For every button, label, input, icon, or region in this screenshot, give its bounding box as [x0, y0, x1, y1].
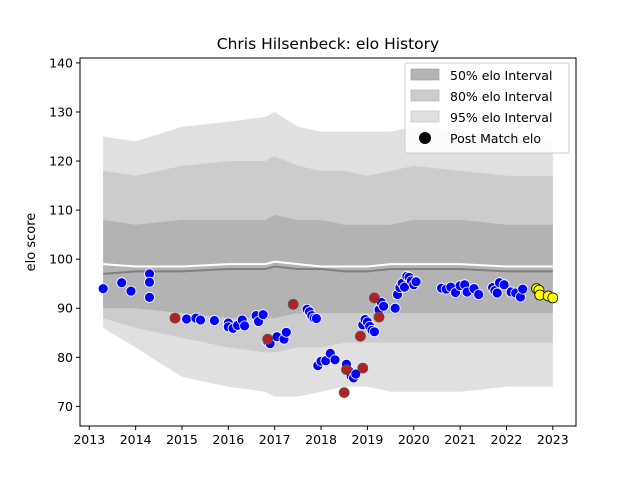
x-axis-ticks: 2013 2014 2015 2016 2017 2018 2019 2020 2021 2022…	[73, 426, 569, 447]
y-tick-label: 140	[49, 55, 73, 70]
data-point-red	[169, 312, 181, 324]
legend-box	[404, 62, 570, 154]
data-point-blue	[195, 314, 206, 326]
y-axis-label: elo score	[24, 213, 39, 272]
data-point-red	[338, 387, 350, 399]
plot-area-frame	[79, 57, 577, 427]
data-point-blue	[239, 320, 251, 332]
x-tick-label: 2015	[166, 432, 198, 447]
data-point-red	[262, 333, 274, 345]
x-tick-label: 2022	[491, 432, 523, 447]
data-point-blue	[208, 315, 220, 326]
legend-label-95: 95% elo Interval	[450, 110, 552, 125]
data-point-blue	[473, 289, 485, 300]
legend-label-80: 80% elo Interval	[450, 89, 552, 104]
y-axis-ticks: 70 80 90 100 110 120 130 140	[49, 55, 80, 414]
x-tick-label: 2019	[351, 432, 383, 447]
data-point-blue	[329, 354, 341, 366]
x-tick-label: 2014	[120, 432, 152, 447]
data-point-yellow	[547, 292, 559, 304]
data-point-blue	[97, 283, 109, 295]
y-tick-label: 100	[49, 252, 73, 267]
data-point-blue	[280, 326, 292, 338]
elo-lines	[103, 260, 553, 275]
legend-label-50: 50% elo Interval	[450, 68, 552, 83]
y-tick-label: 130	[49, 104, 73, 119]
x-tick-label: 2021	[444, 432, 476, 447]
legend-label-post-match: Post Match elo	[450, 131, 541, 146]
legend-swatch-50	[410, 68, 440, 81]
y-tick-label: 80	[57, 350, 73, 365]
y-tick-label: 110	[49, 203, 73, 218]
mean-line	[103, 260, 553, 268]
data-point-blue	[144, 276, 155, 288]
chart-title: Chris Hilsenbeck: elo History	[217, 35, 439, 53]
data-point-blue	[310, 313, 322, 324]
data-point-red	[373, 311, 385, 323]
data-point-blue	[125, 285, 137, 297]
legend-swatch-95	[410, 110, 440, 123]
data-point-blue	[257, 309, 269, 321]
data-point-red	[287, 298, 299, 310]
x-tick-label: 2017	[259, 432, 291, 447]
data-point-blue	[517, 283, 529, 295]
data-point-red	[341, 364, 352, 376]
data-point-blue	[498, 279, 510, 291]
y-tick-label: 120	[49, 154, 73, 169]
data-point-blue	[491, 287, 503, 299]
data-point-blue	[116, 277, 128, 289]
data-point-blue	[144, 291, 155, 303]
data-point-blue	[350, 368, 362, 380]
median-line	[103, 265, 553, 275]
data-point-blue	[181, 313, 193, 325]
data-point-blue	[378, 300, 390, 312]
data-point-red	[357, 362, 369, 374]
y-tick-label: 90	[57, 301, 73, 316]
data-point-blue	[389, 302, 401, 314]
x-tick-label: 2018	[305, 432, 337, 447]
data-point-red	[368, 292, 380, 304]
legend-swatch-80	[410, 89, 440, 102]
post-match-points	[97, 268, 559, 399]
legend: 50% elo Interval 80% elo Interval 95% el…	[404, 62, 570, 154]
y-tick-label: 70	[57, 399, 73, 414]
data-point-blue	[410, 276, 422, 288]
x-tick-label: 2013	[73, 432, 105, 447]
data-point-blue	[368, 326, 380, 338]
legend-marker-post-match	[419, 132, 431, 144]
x-tick-label: 2016	[212, 432, 244, 447]
data-point-red	[354, 330, 366, 342]
x-tick-label: 2020	[398, 432, 430, 447]
x-tick-label: 2023	[537, 432, 569, 447]
